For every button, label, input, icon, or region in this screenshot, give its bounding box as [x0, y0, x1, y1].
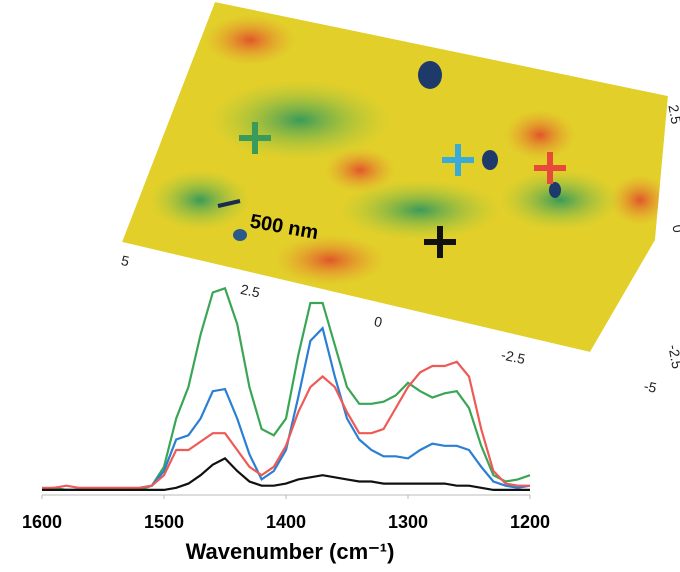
x-tick-label: 1500 [144, 512, 184, 532]
x-tick-label: 1300 [388, 512, 428, 532]
map-axis: 5 2.5 0 -2.5 -5 2.5 0 -2.5 [120, 103, 680, 396]
map-tick-label: 0 [373, 313, 384, 330]
map-tick-label: 5 [120, 252, 131, 269]
x-tick-label: 1600 [22, 512, 62, 532]
x-axis-label: Wavenumber (cm⁻¹) [186, 539, 395, 564]
spectrum-line [42, 360, 530, 489]
scale-bar [217, 199, 241, 208]
map-tick-label: -5 [643, 378, 659, 396]
x-tick-label: 1200 [510, 512, 550, 532]
map-tick-label: 0 [669, 223, 680, 234]
markers [239, 122, 566, 258]
spectrum-line [42, 326, 531, 491]
surface-map [122, 2, 668, 352]
x-tick-label: 1400 [266, 512, 306, 532]
map-tick-label: -2.5 [500, 346, 527, 367]
map-tick-label: 2.5 [239, 281, 262, 301]
map-tick-label: -2.5 [665, 343, 680, 370]
map-tick-label: 2.5 [665, 103, 680, 125]
spectrum-line [42, 457, 530, 491]
